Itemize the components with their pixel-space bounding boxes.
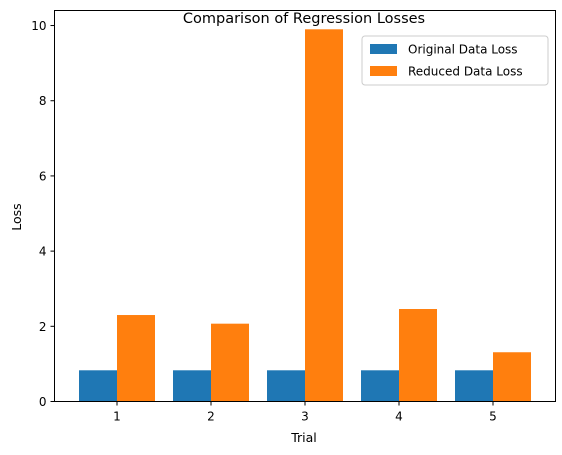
chart-title: Comparison of Regression Losses xyxy=(183,11,425,27)
y-tick-label: 4 xyxy=(39,245,47,259)
x-tick-label: 1 xyxy=(113,410,121,424)
bar-original-5 xyxy=(455,370,493,402)
legend-label-original: Original Data Loss xyxy=(408,43,518,57)
bar-original-4 xyxy=(361,370,399,402)
x-tick-label: 4 xyxy=(395,410,403,424)
legend-frame xyxy=(361,35,549,86)
legend-swatch-reduced xyxy=(370,66,397,76)
x-tick-label: 5 xyxy=(489,410,497,424)
bar-reduced-4 xyxy=(399,309,437,402)
bar-original-1 xyxy=(79,370,117,402)
y-axis: 0 2 4 6 8 10 xyxy=(31,19,55,409)
legend-swatch-original xyxy=(370,44,397,54)
y-tick-label: 8 xyxy=(39,94,47,108)
y-tick-label: 2 xyxy=(39,320,47,334)
bar-reduced-1 xyxy=(117,315,155,402)
bar-original-3 xyxy=(267,370,305,402)
x-tick-label: 3 xyxy=(301,410,309,424)
y-tick-label: 10 xyxy=(31,19,46,33)
bar-reduced-3 xyxy=(305,29,343,402)
legend: Original Data Loss Reduced Data Loss xyxy=(361,35,549,86)
x-axis: 1 2 3 4 5 xyxy=(113,401,497,424)
y-axis-label: Loss xyxy=(9,203,24,230)
x-axis-label: Trial xyxy=(290,430,317,445)
y-tick-label: 0 xyxy=(39,395,47,409)
bars-group xyxy=(79,29,531,402)
bar-reduced-5 xyxy=(493,352,531,402)
plot-frame xyxy=(54,10,556,402)
y-tick-label: 6 xyxy=(39,169,47,183)
legend-label-reduced: Reduced Data Loss xyxy=(408,65,523,79)
x-tick-label: 2 xyxy=(207,410,215,424)
bar-original-2 xyxy=(173,370,211,402)
bar-reduced-2 xyxy=(211,323,249,402)
